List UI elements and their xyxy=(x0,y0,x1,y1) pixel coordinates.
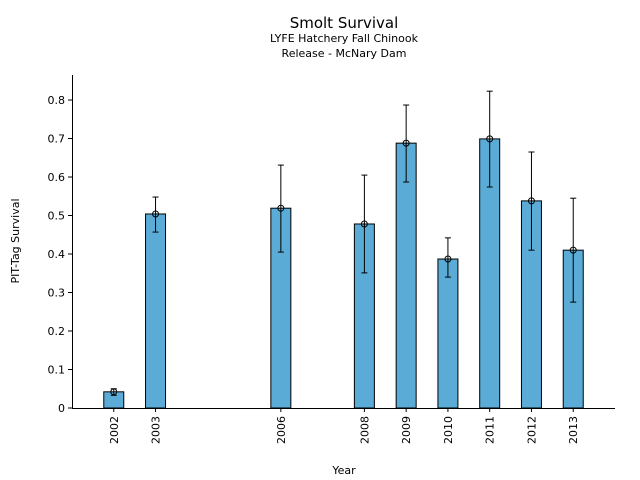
y-tick-label: 0.1 xyxy=(48,364,66,377)
x-tick-label-2003: 2003 xyxy=(150,416,163,444)
chart-title: Smolt Survival xyxy=(290,14,399,32)
point-2006 xyxy=(277,204,285,212)
y-tick-label: 0.4 xyxy=(48,248,66,261)
y-tick-label: 0.2 xyxy=(48,325,66,338)
x-tick-label-2013: 2013 xyxy=(567,416,580,444)
point-2009 xyxy=(402,139,410,147)
bar-2003 xyxy=(145,213,167,409)
point-2013 xyxy=(569,246,577,254)
y-tick-label: 0 xyxy=(58,402,65,415)
chart-subtitle-line2: Release - McNary Dam xyxy=(282,47,407,60)
x-tick-label-2008: 2008 xyxy=(358,416,371,444)
x-tick-label-2012: 2012 xyxy=(525,416,538,444)
x-tick-label-2011: 2011 xyxy=(484,416,497,444)
y-tick-label: 0.8 xyxy=(48,94,66,107)
x-tick-label-2010: 2010 xyxy=(442,416,455,444)
point-2011 xyxy=(486,135,494,143)
y-tick-label: 0.7 xyxy=(48,133,66,146)
bar-2010 xyxy=(437,258,459,409)
point-2008 xyxy=(360,220,368,228)
y-tick-label: 0.5 xyxy=(48,210,66,223)
point-2010 xyxy=(444,255,452,263)
point-2003 xyxy=(152,210,160,218)
y-axis-label: PIT-Tag Survival xyxy=(9,198,22,283)
chart-subtitle-line1: LYFE Hatchery Fall Chinook xyxy=(270,32,419,45)
point-2002 xyxy=(110,388,118,396)
y-tick-label: 0.6 xyxy=(48,171,66,184)
y-tick-label: 0.3 xyxy=(48,287,66,300)
x-axis-label: Year xyxy=(331,464,356,477)
x-tick-label-2002: 2002 xyxy=(108,416,121,444)
x-tick-label-2006: 2006 xyxy=(275,416,288,444)
bar-2009 xyxy=(395,142,417,409)
x-tick-label-2009: 2009 xyxy=(400,416,413,444)
point-2012 xyxy=(527,197,535,205)
